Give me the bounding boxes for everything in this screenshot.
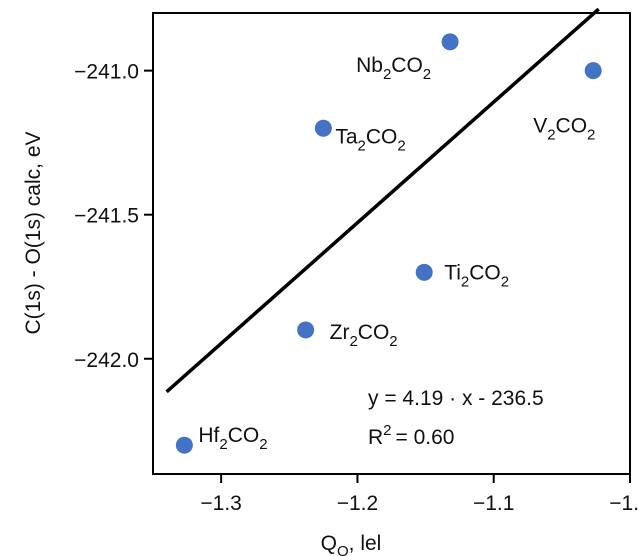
y-axis-title: C(1s) - O(1s) calc, eV [22, 131, 45, 334]
data-point-nb2co2 [441, 33, 459, 51]
x-tick-label-2: −1.1 [473, 492, 514, 515]
point-label-v2co2: V2CO2 [533, 115, 595, 144]
plot-frame [152, 12, 631, 475]
tick-layer: −1.3 −1.2 −1.1 −1.0 −241.0 −241.5 −242.0 [74, 61, 638, 515]
x-tick-label-1: −1.2 [337, 492, 378, 515]
fit-equation: y = 4.19 · x - 236.5 [368, 387, 544, 410]
r-squared-value: = 0.60 [396, 426, 455, 449]
r-squared-label: R2 = 0.60 [368, 422, 455, 449]
data-point-hf2co2 [175, 436, 193, 454]
points-layer [175, 33, 602, 454]
point-label-ta2co2: Ta2CO2 [335, 125, 405, 154]
point-label-ti2co2: Ti2CO2 [444, 261, 509, 290]
y-tick-label-0: −241.0 [74, 61, 139, 84]
y-axis-title-text: C(1s) - O(1s) calc, eV [22, 131, 45, 334]
point-label-nb2co2: Nb2CO2 [356, 54, 431, 83]
fit-line-layer [165, 7, 600, 394]
r-squared-symbol: R [368, 426, 383, 449]
data-point-ta2co2 [314, 119, 332, 137]
data-point-zr2co2 [297, 321, 315, 339]
y-tick-label-1: −241.5 [74, 205, 139, 228]
y-tick-label-2: −242.0 [74, 349, 139, 372]
x-axis-title: QO, lel [321, 532, 382, 556]
point-labels-layer: Nb2CO2 V2CO2 Ta2CO2 Ti2CO2 Zr2CO2 Hf2CO2 [198, 54, 595, 453]
point-label-hf2co2: Hf2CO2 [198, 424, 267, 453]
data-point-v2co2 [584, 62, 602, 80]
x-tick-label-0: −1.3 [200, 492, 241, 515]
fit-line [165, 7, 600, 394]
data-point-ti2co2 [415, 263, 433, 281]
point-label-zr2co2: Zr2CO2 [330, 321, 398, 350]
x-tick-label-3: −1.0 [609, 492, 638, 515]
r-squared-exponent: 2 [383, 422, 391, 439]
